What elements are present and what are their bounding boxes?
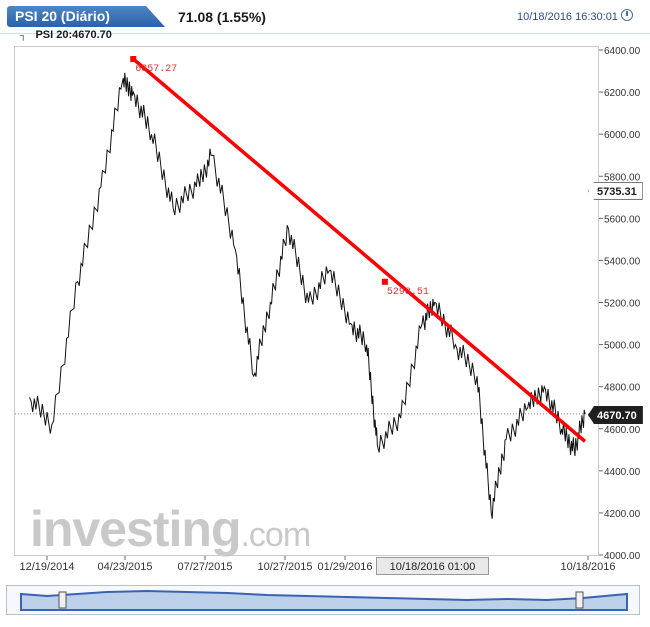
plot-area[interactable] [14, 46, 599, 556]
trendline-anchor [130, 55, 137, 62]
y-tick-label: 6400.00 [604, 46, 641, 57]
investing-watermark: investing.com [30, 501, 311, 557]
y-tick-label: 5000.00 [604, 341, 641, 352]
hover-price-tag: 5735.31 [588, 182, 643, 200]
x-tick-label: 07/27/2015 [177, 561, 232, 573]
y-tick-label: 5800.00 [604, 172, 641, 183]
trendline [132, 57, 587, 443]
clock-icon [621, 9, 633, 21]
price-change: 71.08 (1.55%) [178, 9, 266, 25]
y-tick-label: 4000.00 [604, 551, 641, 562]
navigator-left-handle[interactable] [58, 591, 67, 609]
last-update-time: 10/18/2016 16:30:01 [517, 11, 618, 23]
y-tick-label: 4400.00 [604, 467, 641, 478]
y-tick-label: 4800.00 [604, 383, 641, 394]
cursor-date-label: 10/18/2016 01:00 [376, 557, 489, 575]
symbol-tab[interactable]: PSI 20 (Diário) [7, 6, 165, 27]
series-label: PSI 20:4670.70 [35, 29, 112, 41]
navigator-right-handle[interactable] [575, 591, 584, 609]
price-series-line [29, 72, 586, 519]
x-tick-label: 10/18/2016 [560, 561, 615, 573]
current-price-tag: 4670.70 [588, 406, 643, 424]
y-tick-label: 6000.00 [604, 130, 641, 141]
chart-header: PSI 20 (Diário) 71.08 (1.55%) 10/18/2016… [0, 0, 650, 34]
y-tick-label: 4600.00 [604, 425, 641, 436]
legend-marker-icon: ┐ [20, 30, 27, 40]
x-tick-label: 10/27/2015 [257, 561, 312, 573]
trendline-value-label: 6357.27 [135, 64, 177, 75]
x-tick-label: 12/19/2014 [19, 561, 74, 573]
trendline-anchor [381, 278, 388, 285]
series-legend: ┐ PSI 20:4670.70 [20, 29, 112, 41]
y-tick-label: 6200.00 [604, 88, 641, 99]
y-tick-label: 4200.00 [604, 509, 641, 520]
time-navigator[interactable] [6, 585, 640, 615]
x-tick-label: 04/23/2015 [97, 561, 152, 573]
y-tick-label: 5400.00 [604, 256, 641, 267]
y-tick-label: 5600.00 [604, 214, 641, 225]
y-tick-label: 5200.00 [604, 299, 641, 310]
trendline-value-label: 5298.51 [387, 287, 429, 298]
x-tick-label: 01/29/2016 [317, 561, 372, 573]
